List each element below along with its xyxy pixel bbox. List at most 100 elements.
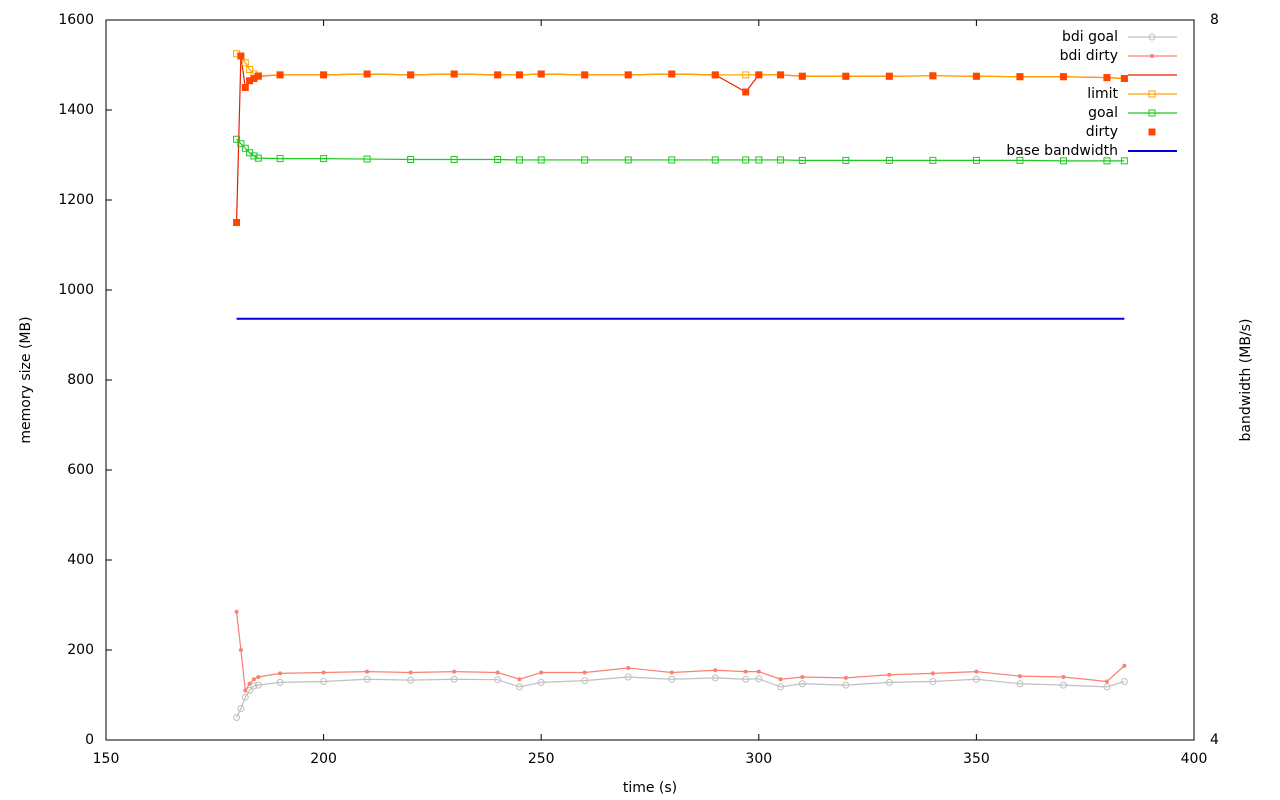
data-point — [887, 672, 892, 677]
data-point — [930, 671, 935, 676]
data-point — [581, 677, 589, 685]
data-point — [624, 71, 632, 79]
y2-tick-label: 8 — [1210, 12, 1219, 28]
data-point — [408, 670, 413, 675]
legend-marker — [1148, 128, 1156, 136]
data-point — [241, 59, 249, 67]
data-point — [247, 681, 252, 686]
data-point — [407, 676, 415, 684]
data-point — [974, 669, 979, 674]
data-point — [1103, 74, 1111, 82]
data-point — [237, 705, 245, 712]
data-point — [1061, 675, 1066, 679]
data-point — [241, 84, 249, 91]
data-point — [1059, 681, 1067, 689]
data-point — [515, 683, 523, 691]
data-point — [539, 670, 544, 675]
data-point — [1122, 663, 1127, 668]
data-point — [777, 71, 785, 79]
data-point — [1120, 75, 1128, 82]
data-point — [537, 156, 545, 164]
data-point — [407, 71, 415, 79]
data-point — [885, 156, 893, 164]
data-point — [450, 675, 458, 683]
y-tick-label: 1600 — [58, 12, 94, 28]
y-tick-label: 1000 — [58, 282, 94, 298]
data-point — [365, 669, 370, 674]
data-point — [929, 72, 937, 80]
data-point — [777, 156, 785, 164]
data-point — [843, 675, 848, 680]
data-point — [972, 156, 980, 164]
data-point — [234, 609, 239, 614]
data-point — [320, 155, 328, 163]
data-point — [885, 678, 893, 686]
data-point — [624, 156, 632, 164]
y-tick-label: 400 — [67, 552, 94, 568]
data-point — [669, 670, 674, 675]
legend-marker — [1148, 33, 1156, 41]
data-point — [515, 156, 523, 164]
data-point — [742, 156, 750, 164]
data-point — [711, 674, 719, 682]
data-point — [1016, 156, 1024, 164]
plot-border — [105, 19, 1195, 741]
data-point — [1120, 157, 1128, 165]
data-point — [755, 71, 763, 79]
data-point — [842, 681, 850, 689]
data-point — [250, 75, 258, 82]
data-point — [450, 70, 458, 78]
data-point — [743, 669, 748, 674]
data-point — [250, 152, 258, 160]
y-tick-label: 800 — [67, 372, 94, 388]
legend-marker — [1148, 109, 1156, 117]
data-point — [254, 154, 262, 162]
data-point — [276, 678, 284, 686]
data-point — [238, 648, 243, 652]
data-point — [276, 71, 284, 79]
x-tick-label: 400 — [1181, 751, 1208, 767]
data-point — [626, 666, 631, 670]
data-point — [246, 77, 254, 85]
data-point — [254, 72, 262, 80]
data-point — [241, 144, 249, 152]
data-point — [276, 155, 284, 163]
data-point — [624, 673, 632, 681]
data-point — [278, 671, 283, 676]
legend-label: base bandwidth — [1006, 143, 1118, 159]
data-point — [495, 670, 500, 675]
data-point — [246, 66, 254, 73]
data-point — [494, 676, 502, 684]
data-point — [742, 71, 750, 79]
data-point — [1016, 73, 1024, 81]
data-point — [711, 156, 719, 164]
data-point — [1059, 157, 1067, 165]
data-point — [517, 677, 522, 682]
legend-label: goal — [1088, 105, 1118, 121]
data-point — [254, 681, 262, 689]
data-point — [929, 678, 937, 685]
data-point — [668, 156, 676, 164]
data-point — [777, 683, 785, 691]
data-point — [885, 72, 893, 80]
y-tick-label: 600 — [67, 462, 94, 478]
data-point — [537, 70, 545, 78]
data-point — [1059, 73, 1067, 81]
legend-label: bdi goal — [1062, 29, 1118, 45]
data-point — [798, 156, 806, 164]
legend-marker — [1148, 90, 1156, 98]
x-tick-label: 350 — [963, 751, 990, 767]
y2-axis-label: bandwidth (MB/s) — [1238, 319, 1254, 442]
data-point — [842, 72, 850, 80]
data-point — [711, 71, 719, 79]
data-point — [320, 678, 328, 685]
data-point — [243, 688, 248, 693]
data-point — [581, 156, 589, 164]
legend-label: bdi dirty — [1060, 48, 1118, 64]
legend-marker — [1150, 54, 1154, 58]
data-point — [320, 71, 328, 79]
data-point — [515, 71, 523, 79]
x-tick-label: 250 — [528, 751, 555, 767]
data-point — [256, 675, 261, 679]
